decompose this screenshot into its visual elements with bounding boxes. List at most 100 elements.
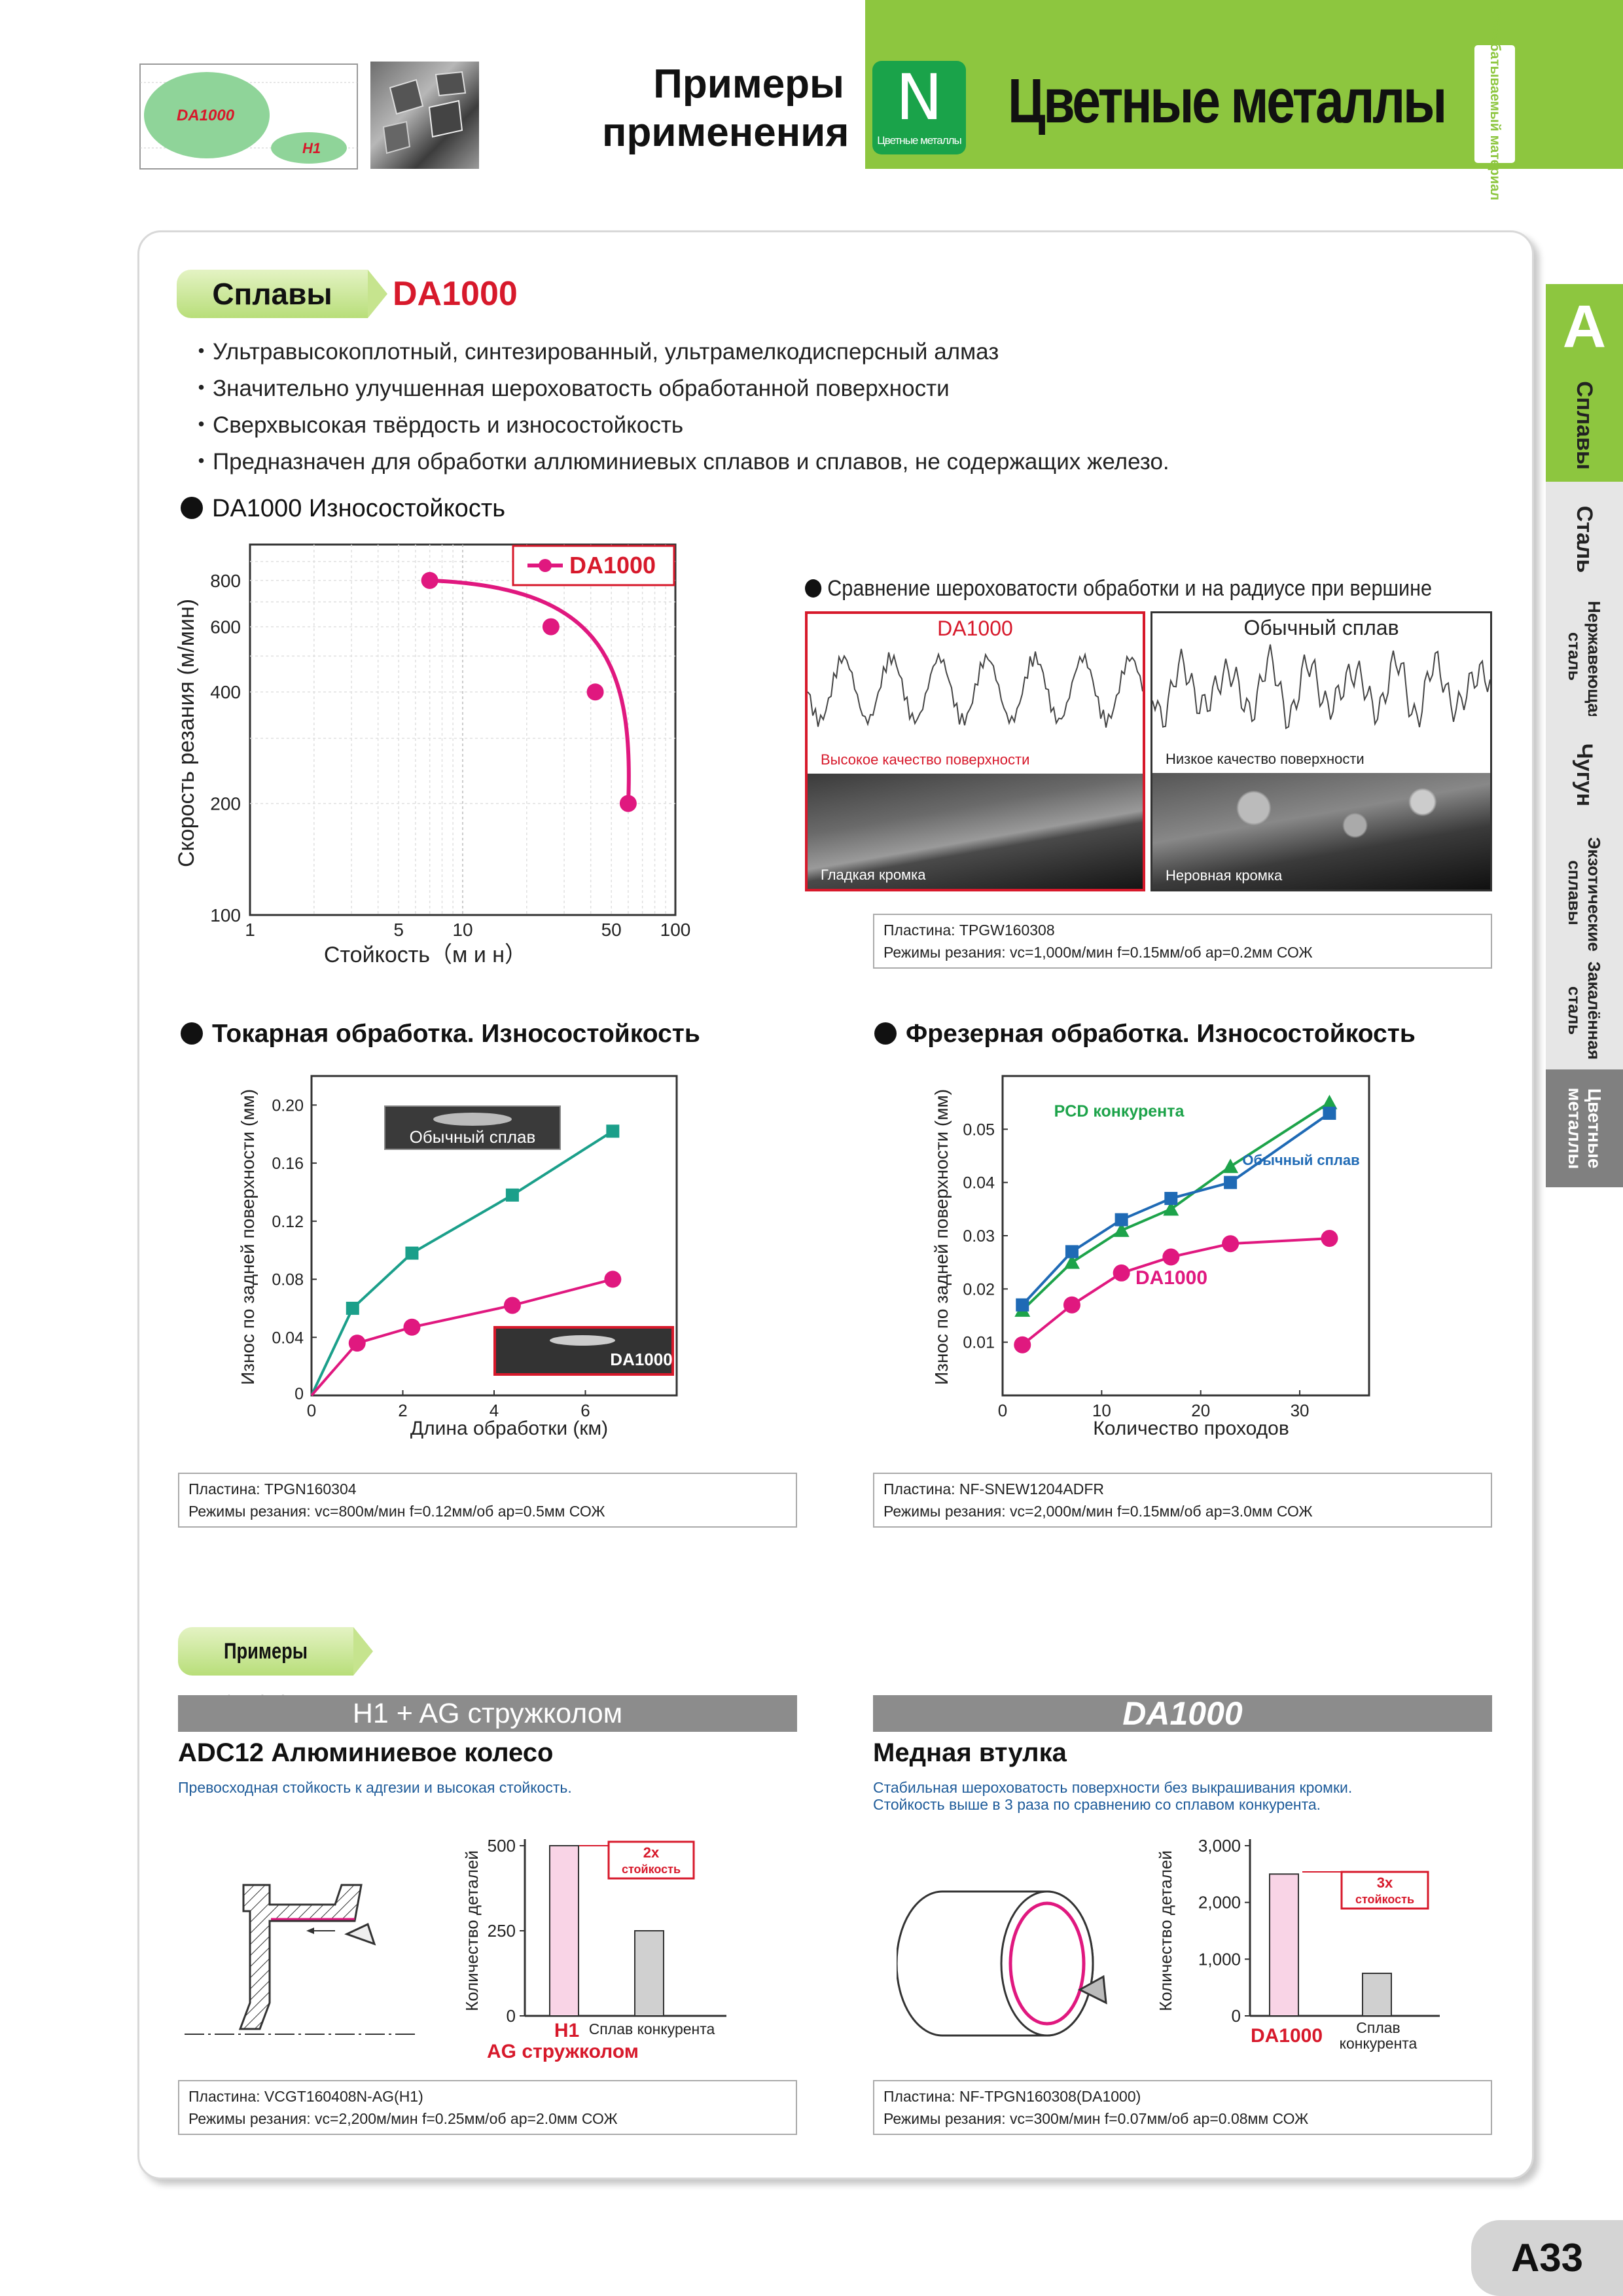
chart2-x-tick: 0: [307, 1401, 316, 1420]
chart2-data-point: [505, 1188, 519, 1202]
chart2-data-point: [503, 1297, 521, 1314]
bar-chart-y-tick: 1,000: [1198, 1949, 1241, 1969]
page-number: A33: [1471, 2220, 1623, 2296]
chart3-svg: 0 10 20 30 0.01 0.02 0.03 0.04 0.05 PCD конкурен…: [931, 1075, 1370, 1439]
examples-title: Примеры применения: [602, 62, 849, 155]
side-tab-a[interactable]: A: [1546, 284, 1623, 371]
side-tab-cast-iron[interactable]: Чугун: [1546, 716, 1623, 836]
chart1-y-tick: 800: [210, 571, 241, 591]
chart1-title: DA1000 Износостойкость: [181, 495, 505, 523]
section-tag: Сплавы: [177, 270, 387, 318]
chart3-series-line: [1022, 1237, 1330, 1346]
chart2-y-tick: 0.12: [272, 1213, 304, 1231]
chart1-data-point: [421, 571, 438, 589]
chart3-data-point: [1164, 1192, 1178, 1206]
logo-label-h1: H1: [302, 140, 321, 156]
chart3-title: Фрезерная обработка. Износостойкость: [874, 1020, 1416, 1049]
bar-chart-bar: [1269, 1873, 1299, 2017]
chart3-series-line: [1021, 1101, 1330, 1312]
chart2-data-point: [405, 1246, 419, 1260]
app-right-bar1-label: DA1000: [1251, 2025, 1323, 2047]
chart3-data-point: [1063, 1254, 1080, 1269]
chart1-data-point: [619, 795, 637, 812]
chart3-data-point: [1065, 1245, 1079, 1259]
material-vertical-tab: Обрабатываемый материал: [1472, 8, 1517, 200]
chart3-data-point: [1162, 1248, 1180, 1266]
chart1-y-tick: 200: [210, 794, 241, 814]
chart3-x-tick: 20: [1191, 1401, 1210, 1420]
chart3-data-point: [1115, 1213, 1128, 1227]
roughness-right-photo: [1152, 773, 1490, 889]
inserts-photo: [370, 62, 479, 169]
chart1-y-tick: 100: [210, 905, 241, 925]
page-title: Цветные металлы: [1008, 66, 1447, 136]
bar-chart-y-tick: 250: [488, 1921, 516, 1941]
chart3-series-line: [1021, 1112, 1330, 1306]
app-left-header: H1 + AG стружколом: [178, 1695, 797, 1732]
chart2-data-point: [403, 1318, 421, 1336]
chart1-series-line: [429, 578, 631, 804]
chart3-label-da1000: DA1000: [1135, 1267, 1207, 1289]
chart2-y-tick: 0.16: [272, 1155, 304, 1173]
chart3-y-tick: 0.03: [963, 1227, 995, 1246]
material-letter: N: [895, 61, 943, 134]
side-tab-stainless[interactable]: Нержавеющая сталь: [1546, 597, 1623, 723]
chart2-data-point: [604, 1270, 622, 1288]
roughness-bullet: [805, 579, 822, 598]
roughness-panel-da1000: DA1000 Высокое качество поверхности Глад…: [805, 611, 1145, 891]
bar-chart-y-tick: 500: [488, 1836, 516, 1856]
chart3-data-point: [1016, 1298, 1029, 1312]
chart3-data-point: [1321, 1230, 1338, 1247]
app-left-mult-box: [607, 1840, 695, 1880]
chart3-y-tick: 0.05: [963, 1121, 995, 1139]
side-tab-steel[interactable]: Сталь: [1546, 482, 1623, 599]
chart3-x-tick: 30: [1291, 1401, 1310, 1420]
app-right-desc: Стабильная шероховатость поверхности без…: [873, 1779, 1353, 1813]
chart3-data-point: [1222, 1158, 1239, 1174]
chart3-y-tick: 0.01: [963, 1334, 995, 1352]
chart1-x-tick: 50: [601, 920, 622, 940]
app-left-bar1-label-a: H1: [554, 2020, 579, 2041]
chart2-data-point: [606, 1124, 620, 1138]
chart3-data-point: [1063, 1296, 1080, 1314]
chart1-y-tick: 400: [210, 682, 241, 702]
app-right-info-box: Пластина: NF-TPGN160308(DA1000) Режимы р…: [873, 2080, 1492, 2135]
chart2-x-tick: 2: [398, 1401, 407, 1420]
chart3-data-point: [1113, 1264, 1130, 1282]
chart1-x-tick: 100: [660, 920, 691, 940]
chart3-y-tick: 0.02: [963, 1280, 995, 1299]
chart3-x-tick: 0: [998, 1401, 1007, 1420]
chart2-origin-tick: 0: [294, 1385, 304, 1403]
bullet-item: Сверхвысокая твёрдость и износостойкость: [190, 407, 1169, 444]
chart3-ylabel: Износ по задней поверхности (мм): [931, 1089, 952, 1385]
side-tab-hardened[interactable]: Закалённая сталь: [1546, 952, 1623, 1071]
bar-chart-y-tick: 0: [1232, 2006, 1241, 2026]
chart3-x-tick: 10: [1092, 1401, 1111, 1420]
app-right-bar-chart: 0 1,000 2,000 3,000 3x стойкость DA1000 Спл…: [1156, 1836, 1440, 2052]
roughness-right-edge: Неровная кромка: [1166, 867, 1283, 884]
app-right-mult-sub: стойкость: [1355, 1893, 1414, 1906]
side-tab-nonferrous[interactable]: Цветные металлы: [1546, 1069, 1623, 1189]
roughness-right-quality: Низкое качество поверхности: [1166, 751, 1364, 767]
app-right-title: Медная втулка: [873, 1738, 1067, 1767]
bar-chart-bar: [634, 1930, 664, 2017]
chart2-data-point: [348, 1335, 366, 1352]
chart1-xlabel: Стойкость（м и н）: [324, 942, 527, 967]
roughness-title: Сравнение шероховатости обработки и на р…: [805, 576, 1432, 601]
roughness-info-box: Пластина: TPGW160308 Режимы резания: vc=…: [873, 914, 1492, 969]
chart3-data-point: [1323, 1106, 1336, 1120]
grade-name: DA1000: [393, 275, 518, 313]
chart2-y-tick: 0.08: [272, 1271, 304, 1289]
material-badge: N Цветные металлы: [872, 61, 966, 154]
side-tab-alloys[interactable]: Сплавы: [1546, 369, 1623, 484]
bar-chart-y-tick: 0: [507, 2006, 516, 2026]
roughness-left-edge: Гладкая кромка: [821, 867, 926, 883]
app-right-mult-box: [1340, 1871, 1429, 1910]
chart1-y-tick: 600: [210, 617, 241, 637]
material-sub: Цветные металлы: [877, 134, 962, 147]
chart1-ylabel: Скорость резания (м/мин): [174, 599, 199, 867]
chart1-x-tick: 10: [452, 920, 473, 940]
app-left-mult: 2x: [643, 1844, 660, 1861]
side-tab-exotic[interactable]: Экзотические сплавы: [1546, 834, 1623, 954]
chart2-ylabel: Износ по задней поверхности (мм): [238, 1089, 258, 1385]
